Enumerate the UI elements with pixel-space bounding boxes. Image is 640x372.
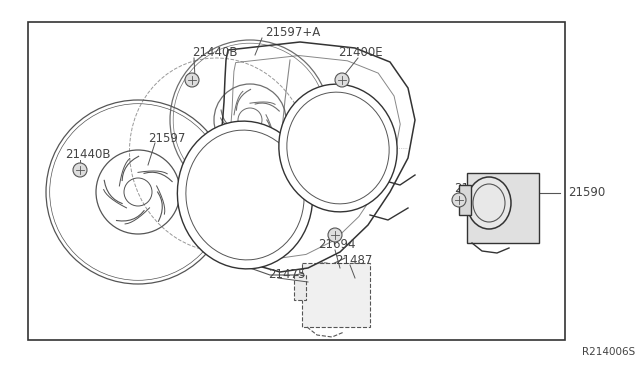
Ellipse shape	[467, 177, 511, 229]
Polygon shape	[221, 110, 240, 134]
Polygon shape	[266, 115, 273, 145]
Polygon shape	[233, 176, 245, 191]
Circle shape	[328, 228, 342, 242]
Text: 21400E: 21400E	[338, 45, 383, 58]
Polygon shape	[322, 142, 332, 157]
Polygon shape	[119, 156, 139, 186]
Text: 21487: 21487	[465, 196, 502, 208]
Bar	[28, 22, 565, 340]
Ellipse shape	[177, 121, 312, 269]
Polygon shape	[232, 134, 260, 147]
Polygon shape	[233, 205, 252, 212]
Polygon shape	[226, 189, 237, 205]
Ellipse shape	[302, 263, 346, 315]
Text: 21400E: 21400E	[193, 203, 237, 217]
Bar	[459, 185, 471, 215]
Polygon shape	[245, 182, 264, 189]
Polygon shape	[234, 89, 250, 115]
Polygon shape	[348, 145, 351, 162]
Polygon shape	[328, 157, 344, 163]
Bar	[294, 275, 306, 300]
Text: 21694: 21694	[454, 182, 492, 195]
Text: 21597: 21597	[148, 131, 186, 144]
Ellipse shape	[279, 84, 397, 212]
Polygon shape	[116, 208, 150, 224]
Text: R214006S: R214006S	[582, 347, 636, 357]
Circle shape	[73, 163, 87, 177]
Polygon shape	[327, 131, 339, 145]
Text: 21487: 21487	[335, 253, 372, 266]
Text: 21694: 21694	[318, 238, 355, 251]
Polygon shape	[250, 102, 279, 111]
Text: 21440B: 21440B	[192, 45, 237, 58]
Text: 21590: 21590	[568, 186, 605, 199]
Bar	[302, 263, 370, 327]
Polygon shape	[338, 137, 355, 143]
Polygon shape	[256, 191, 260, 211]
Circle shape	[452, 193, 466, 207]
Bar	[467, 173, 539, 243]
Text: 21475: 21475	[268, 267, 305, 280]
Text: 21597+A: 21597+A	[265, 26, 320, 38]
Polygon shape	[157, 186, 164, 221]
Polygon shape	[104, 180, 127, 208]
Circle shape	[335, 73, 349, 87]
Text: 21440B: 21440B	[65, 148, 111, 161]
Polygon shape	[138, 171, 172, 182]
Circle shape	[185, 73, 199, 87]
